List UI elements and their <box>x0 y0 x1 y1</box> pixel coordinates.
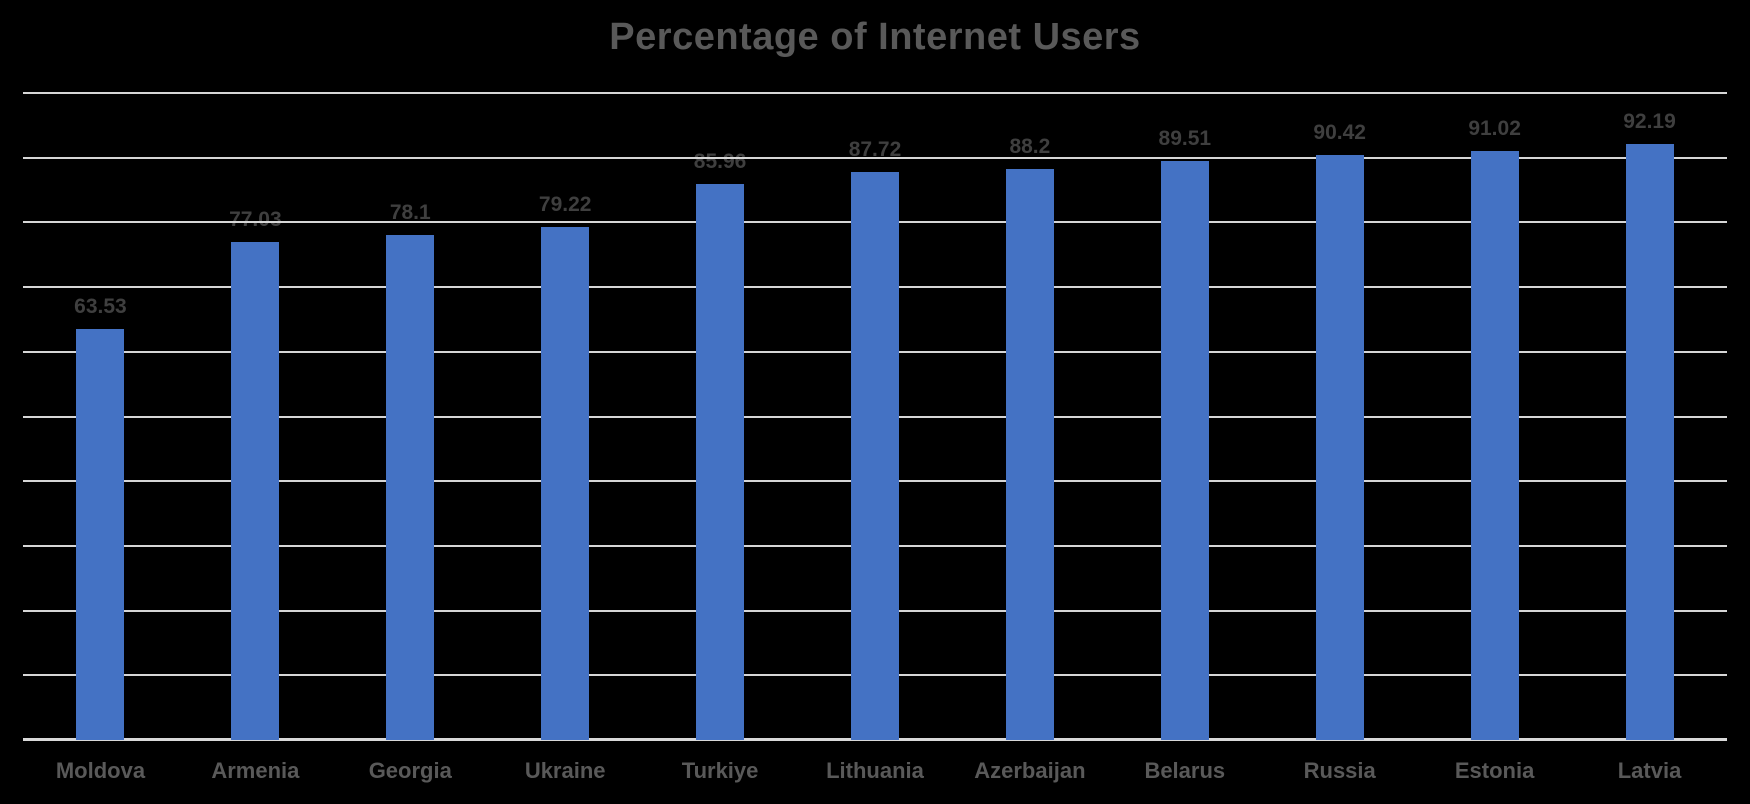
x-axis-label: Ukraine <box>524 758 606 783</box>
bar <box>696 183 745 740</box>
x-axis-label: Turkiye <box>681 758 759 783</box>
bar-value-label: 88.2 <box>1009 135 1051 159</box>
bar-group: 79.22 <box>488 93 643 740</box>
bar-value-label: 63.53 <box>74 294 127 318</box>
bar <box>231 241 280 740</box>
bar <box>850 172 899 740</box>
chart-title: Percentage of Internet Users <box>609 16 1141 58</box>
bar-group: 90.42 <box>1262 93 1417 740</box>
bar-value-label: 90.42 <box>1313 120 1366 144</box>
bar-value-label: 79.22 <box>538 193 592 217</box>
x-axis-labels: Moldova Armenia Georgia Ukraine Turkiye Lithu… <box>23 758 1727 784</box>
x-axis-label: Russia <box>1303 758 1376 783</box>
bar <box>1625 143 1674 740</box>
x-axis-label: Georgia <box>368 758 452 783</box>
bar <box>76 328 125 740</box>
bar-group: 92.19 <box>1572 93 1727 740</box>
bar <box>386 234 435 740</box>
bar <box>1160 160 1209 740</box>
bar-group: 91.02 <box>1417 93 1572 740</box>
plot-area: 63.53 77.03 78.1 79.22 85.96 87.72 88.2 89.51 90… <box>23 92 1727 741</box>
bar-group: 85.96 <box>643 93 798 740</box>
bar-group: 89.51 <box>1107 93 1262 740</box>
bar-value-label: 92.19 <box>1623 109 1676 133</box>
x-axis-label: Moldova <box>55 758 146 783</box>
bar-value-label: 85.96 <box>693 149 747 173</box>
bar <box>1470 151 1519 740</box>
bar-value-label: 91.02 <box>1468 117 1521 141</box>
x-axis-label: Belarus <box>1144 758 1226 783</box>
bar-group: 78.1 <box>333 93 488 740</box>
x-axis-label: Armenia <box>211 758 300 783</box>
bar-group: 87.72 <box>798 93 953 740</box>
bar-group: 88.2 <box>952 93 1107 740</box>
x-axis-label: Latvia <box>1617 758 1682 783</box>
bar-value-label: 78.1 <box>389 200 431 224</box>
bar <box>1315 154 1364 740</box>
bar <box>541 227 590 740</box>
gridline <box>23 156 1727 159</box>
bar-value-label: 89.51 <box>1158 126 1212 150</box>
bar-group: 63.53 <box>23 93 178 740</box>
x-axis-label: Lithuania <box>826 758 924 783</box>
bar-value-label: 77.03 <box>229 207 282 231</box>
bar-group: 77.03 <box>178 93 333 740</box>
x-axis-label: Azerbaijan <box>974 758 1086 783</box>
x-axis-label: Estonia <box>1454 758 1535 783</box>
gridline <box>23 92 1727 94</box>
bars: 63.53 77.03 78.1 79.22 85.96 87.72 88.2 89.51 90… <box>23 93 1727 740</box>
bar-value-label: 87.72 <box>848 138 902 162</box>
bar <box>1005 169 1054 740</box>
